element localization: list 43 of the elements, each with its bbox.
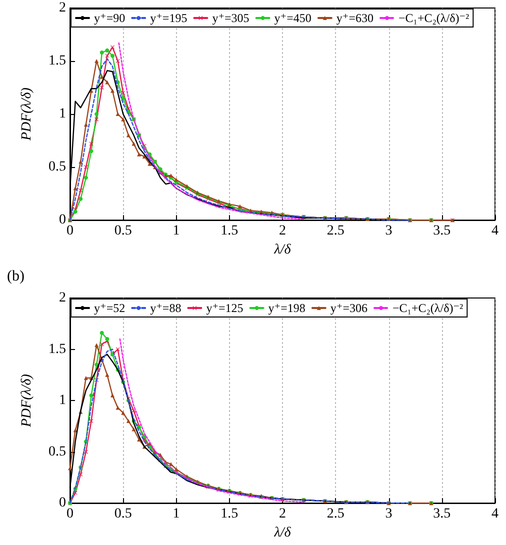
y-axis-title: PDF(λ/δ) — [20, 87, 34, 142]
legend-label: y⁺=305 — [212, 11, 250, 25]
legend-label: y⁺=88 — [150, 301, 182, 315]
y-tick-label: 0 — [59, 212, 66, 228]
legend-label: y⁺=90 — [94, 11, 126, 25]
y-tick-label: 1 — [59, 106, 66, 122]
y-tick-label: 1.5 — [48, 342, 66, 357]
x-tick-label: 0.5 — [114, 506, 132, 522]
legend-label: y⁺=630 — [336, 11, 374, 25]
y-axis-title: PDF(λ/δ) — [20, 374, 34, 428]
legend-label: y⁺=125 — [206, 301, 244, 315]
legend-label: −C₁+C₂(λ/δ)⁻² — [392, 301, 464, 315]
x-tick-label: 4 — [492, 506, 498, 522]
y-tick-label: 0.5 — [48, 160, 66, 175]
y-tick-label: 0.5 — [48, 444, 66, 460]
x-tick-label: 2 — [279, 224, 286, 239]
x-tick-label: 1 — [172, 224, 180, 239]
x-tick-label: 3 — [385, 506, 392, 522]
x-tick-label: 3.5 — [433, 506, 451, 522]
chart-title: (b) — [7, 268, 24, 284]
x-tick-label: 4 — [492, 224, 498, 239]
x-tick-label: 2 — [279, 506, 286, 522]
y-tick-label: 1.5 — [48, 54, 66, 69]
x-tick-label: 1.5 — [220, 506, 238, 522]
legend-label: −C₁+C₂(λ/δ)⁻² — [398, 11, 470, 25]
legend-label: y⁺=450 — [274, 11, 312, 25]
x-tick-label: 0.5 — [114, 224, 132, 239]
legend-label: y⁺=195 — [150, 11, 188, 25]
x-tick-label: 3 — [385, 224, 392, 239]
x-axis-title: λ/δ — [273, 526, 292, 540]
y-tick-label: 2 — [59, 290, 66, 306]
y-tick-label: 0 — [59, 496, 66, 511]
x-tick-label: 1.5 — [220, 224, 238, 239]
legend-label: y⁺=198 — [268, 301, 306, 315]
y-tick-label: 2 — [59, 0, 66, 16]
legend-label: y⁺=306 — [330, 301, 368, 315]
legend-label: y⁺=52 — [94, 301, 126, 315]
x-tick-label: 1 — [172, 506, 180, 522]
y-tick-label: 1 — [59, 393, 66, 408]
x-tick-label: 2.5 — [326, 224, 344, 239]
x-axis-title: λ/δ — [273, 242, 292, 258]
x-tick-label: 3.5 — [433, 224, 451, 239]
x-tick-label: 2.5 — [326, 506, 344, 522]
